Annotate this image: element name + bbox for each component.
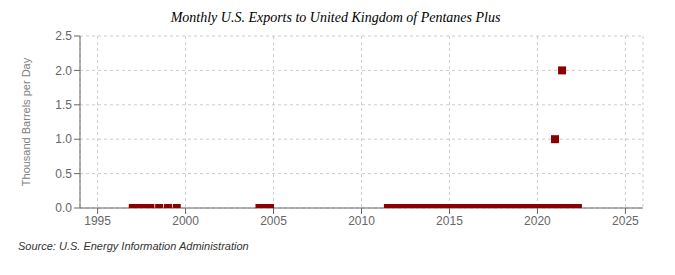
svg-text:1995: 1995 — [84, 214, 111, 228]
svg-text:1.0: 1.0 — [55, 132, 72, 146]
svg-text:2025: 2025 — [612, 214, 639, 228]
svg-text:2.0: 2.0 — [55, 64, 72, 78]
html-text:Source: U.S. Energy Informatio: Source: U.S. Energy Information Administ… — [18, 240, 249, 252]
svg-text:2005: 2005 — [260, 214, 287, 228]
svg-text:2010: 2010 — [348, 214, 375, 228]
svg-text:0.0: 0.0 — [55, 201, 72, 215]
svg-text:1.5: 1.5 — [55, 98, 72, 112]
svg-text:Thousand Barrels per Day: Thousand Barrels per Day — [20, 57, 32, 186]
svg-text:2020: 2020 — [524, 214, 551, 228]
svg-text:2.5: 2.5 — [55, 29, 72, 43]
svg-text:0.5: 0.5 — [55, 167, 72, 181]
svg-text:2015: 2015 — [436, 214, 463, 228]
svg-text:2000: 2000 — [172, 214, 199, 228]
html-text:Monthly U.S. Exports to United: Monthly U.S. Exports to United Kingdom o… — [170, 10, 501, 25]
